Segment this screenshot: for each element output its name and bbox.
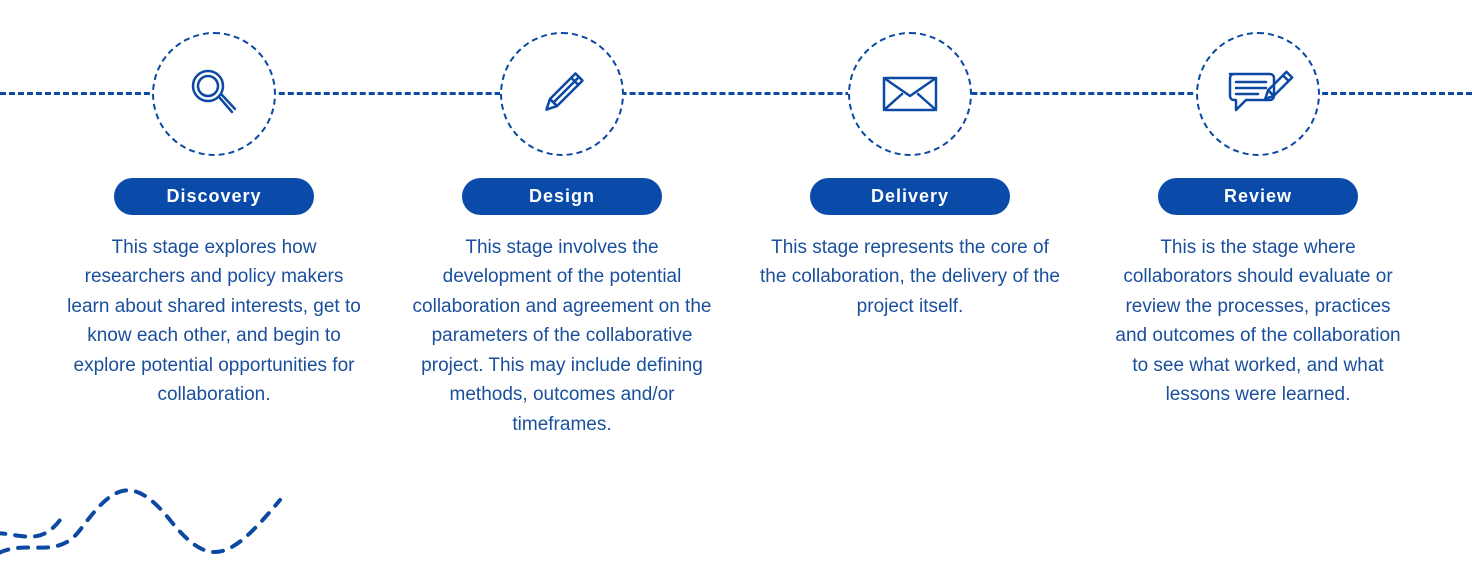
- stage-discovery: Discovery This stage explores how resear…: [64, 0, 364, 439]
- stage-delivery: Delivery This stage represents the core …: [760, 0, 1060, 439]
- stage-title-pill: Discovery: [114, 178, 314, 215]
- stage-design: Design This stage involves the developme…: [412, 0, 712, 439]
- pencil-icon: [530, 62, 594, 126]
- stage-title: Review: [1224, 186, 1292, 206]
- stage-description: This stage represents the core of the co…: [760, 233, 1060, 321]
- stage-icon-circle: [152, 32, 276, 156]
- envelope-icon: [878, 72, 942, 116]
- stage-title-pill: Design: [462, 178, 662, 215]
- stage-description: This stage involves the development of t…: [412, 233, 712, 439]
- stage-title-pill: Review: [1158, 178, 1358, 215]
- stage-title: Design: [529, 186, 595, 206]
- stage-title: Discovery: [166, 186, 261, 206]
- stage-description: This stage explores how researchers and …: [64, 233, 364, 410]
- stage-icon-circle: [1196, 32, 1320, 156]
- stage-description: This is the stage where collaborators sh…: [1108, 233, 1408, 410]
- stage-title-pill: Delivery: [810, 178, 1010, 215]
- magnifier-icon: [182, 62, 246, 126]
- stage-icon-circle: [500, 32, 624, 156]
- stages-row: Discovery This stage explores how resear…: [0, 0, 1472, 439]
- stage-review: Review This is the stage where collabora…: [1108, 0, 1408, 439]
- stage-icon-circle: [848, 32, 972, 156]
- stage-title: Delivery: [871, 186, 949, 206]
- chat-pencil-icon: [1222, 66, 1294, 122]
